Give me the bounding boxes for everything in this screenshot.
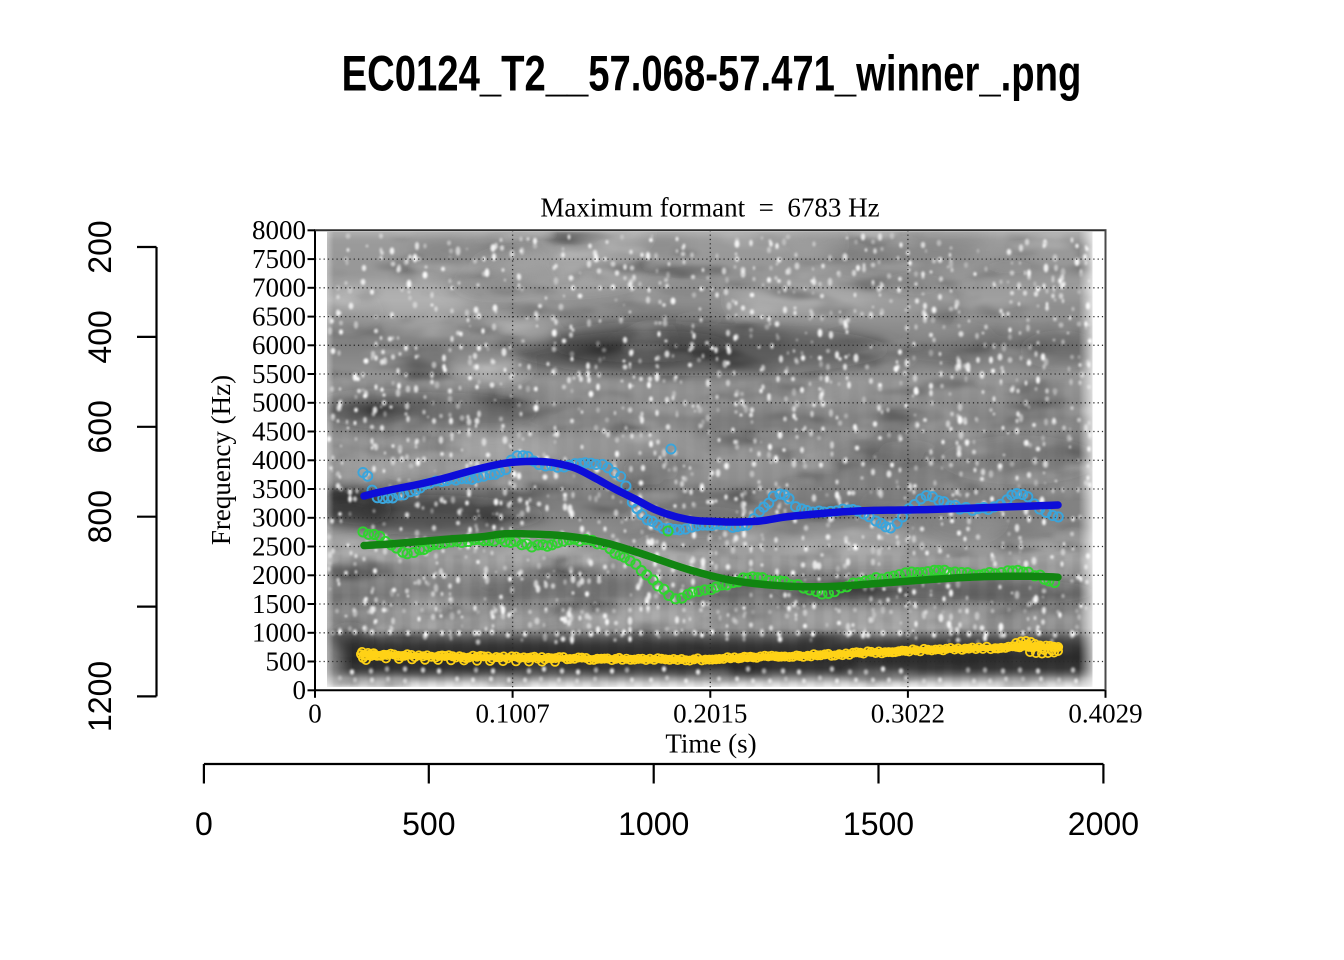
svg-text:Frequency (Hz): Frequency (Hz) — [206, 375, 236, 545]
svg-text:500: 500 — [402, 806, 455, 842]
svg-text:5000: 5000 — [252, 388, 306, 418]
svg-text:Time (s): Time (s) — [665, 729, 756, 759]
svg-text:0.1007: 0.1007 — [475, 699, 549, 729]
svg-text:0: 0 — [308, 699, 322, 729]
svg-text:0: 0 — [195, 806, 213, 842]
svg-text:3000: 3000 — [252, 503, 306, 533]
svg-text:6000: 6000 — [252, 330, 306, 360]
svg-text:7000: 7000 — [252, 273, 306, 303]
svg-text:5500: 5500 — [252, 359, 306, 389]
svg-text:1000: 1000 — [252, 618, 306, 648]
svg-text:2000: 2000 — [252, 560, 306, 590]
svg-text:0: 0 — [293, 675, 307, 705]
svg-text:4000: 4000 — [252, 445, 306, 475]
svg-text:0.2015: 0.2015 — [673, 699, 747, 729]
svg-text:1000: 1000 — [618, 806, 689, 842]
svg-text:600: 600 — [82, 400, 118, 453]
svg-text:3500: 3500 — [252, 474, 306, 504]
svg-text:400: 400 — [82, 310, 118, 363]
svg-text:1500: 1500 — [252, 589, 306, 619]
svg-text:1200: 1200 — [82, 661, 118, 732]
svg-text:6500: 6500 — [252, 301, 306, 331]
svg-text:0.3022: 0.3022 — [871, 699, 945, 729]
svg-text:1500: 1500 — [843, 806, 914, 842]
svg-text:800: 800 — [82, 490, 118, 543]
svg-text:0.4029: 0.4029 — [1068, 699, 1142, 729]
svg-text:7500: 7500 — [252, 244, 306, 274]
svg-text:200: 200 — [82, 220, 118, 273]
svg-text:4500: 4500 — [252, 416, 306, 446]
svg-text:2000: 2000 — [1068, 806, 1139, 842]
svg-text:8000: 8000 — [252, 215, 306, 245]
svg-text:EC0124_T2__57.068-57.471_winne: EC0124_T2__57.068-57.471_winner_.png — [342, 47, 1082, 102]
svg-text:500: 500 — [266, 646, 307, 676]
svg-text:2500: 2500 — [252, 531, 306, 561]
svg-text:Maximum formant = 6783 Hz: Maximum formant = 6783 Hz — [540, 193, 879, 223]
